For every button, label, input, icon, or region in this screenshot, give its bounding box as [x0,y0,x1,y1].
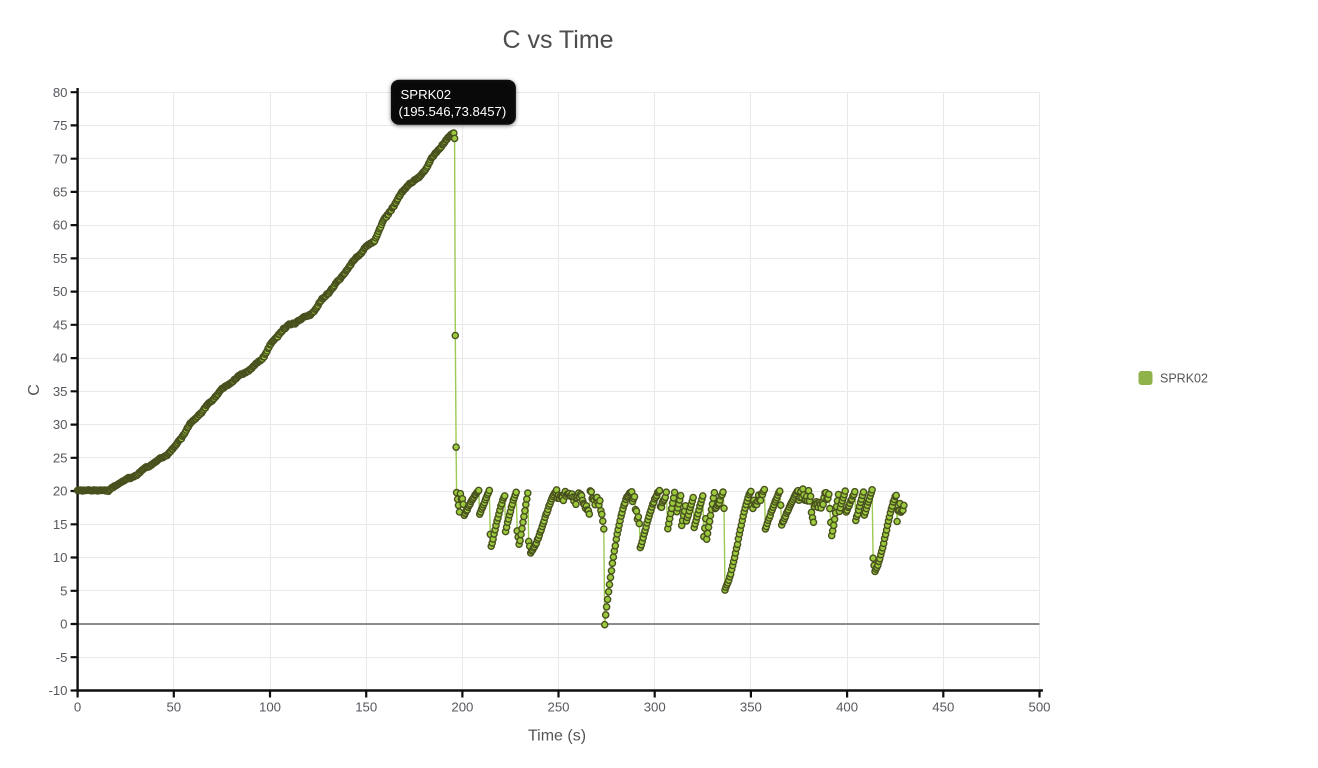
svg-text:(195.546,73.8457): (195.546,73.8457) [399,104,507,119]
svg-text:SPRK02: SPRK02 [1160,372,1208,386]
svg-text:45: 45 [53,317,68,332]
svg-text:10: 10 [53,550,68,565]
svg-text:20: 20 [53,484,68,499]
svg-text:100: 100 [259,699,281,714]
svg-text:-5: -5 [56,650,68,665]
svg-text:30: 30 [53,417,68,432]
svg-text:200: 200 [451,699,473,714]
svg-text:40: 40 [53,351,68,366]
svg-text:55: 55 [53,251,68,266]
svg-text:500: 500 [1028,699,1050,714]
svg-text:400: 400 [836,699,858,714]
svg-text:0: 0 [74,699,81,714]
svg-text:150: 150 [355,699,377,714]
svg-text:250: 250 [547,699,569,714]
svg-text:5: 5 [60,583,67,598]
svg-text:50: 50 [166,699,181,714]
svg-text:C vs Time: C vs Time [502,26,613,54]
svg-text:350: 350 [740,699,762,714]
svg-text:SPRK02: SPRK02 [401,87,452,102]
svg-text:50: 50 [53,284,68,299]
svg-text:Time (s): Time (s) [528,728,586,745]
svg-text:65: 65 [53,185,68,200]
svg-text:80: 80 [53,85,68,100]
svg-text:300: 300 [644,699,666,714]
svg-text:15: 15 [53,517,68,532]
svg-text:-10: -10 [48,683,67,698]
svg-text:0: 0 [60,617,67,632]
svg-text:35: 35 [53,384,68,399]
svg-text:450: 450 [932,699,954,714]
svg-text:60: 60 [53,218,68,233]
svg-text:75: 75 [53,118,68,133]
svg-text:C: C [26,384,43,396]
svg-text:70: 70 [53,151,68,166]
svg-text:25: 25 [53,450,68,465]
